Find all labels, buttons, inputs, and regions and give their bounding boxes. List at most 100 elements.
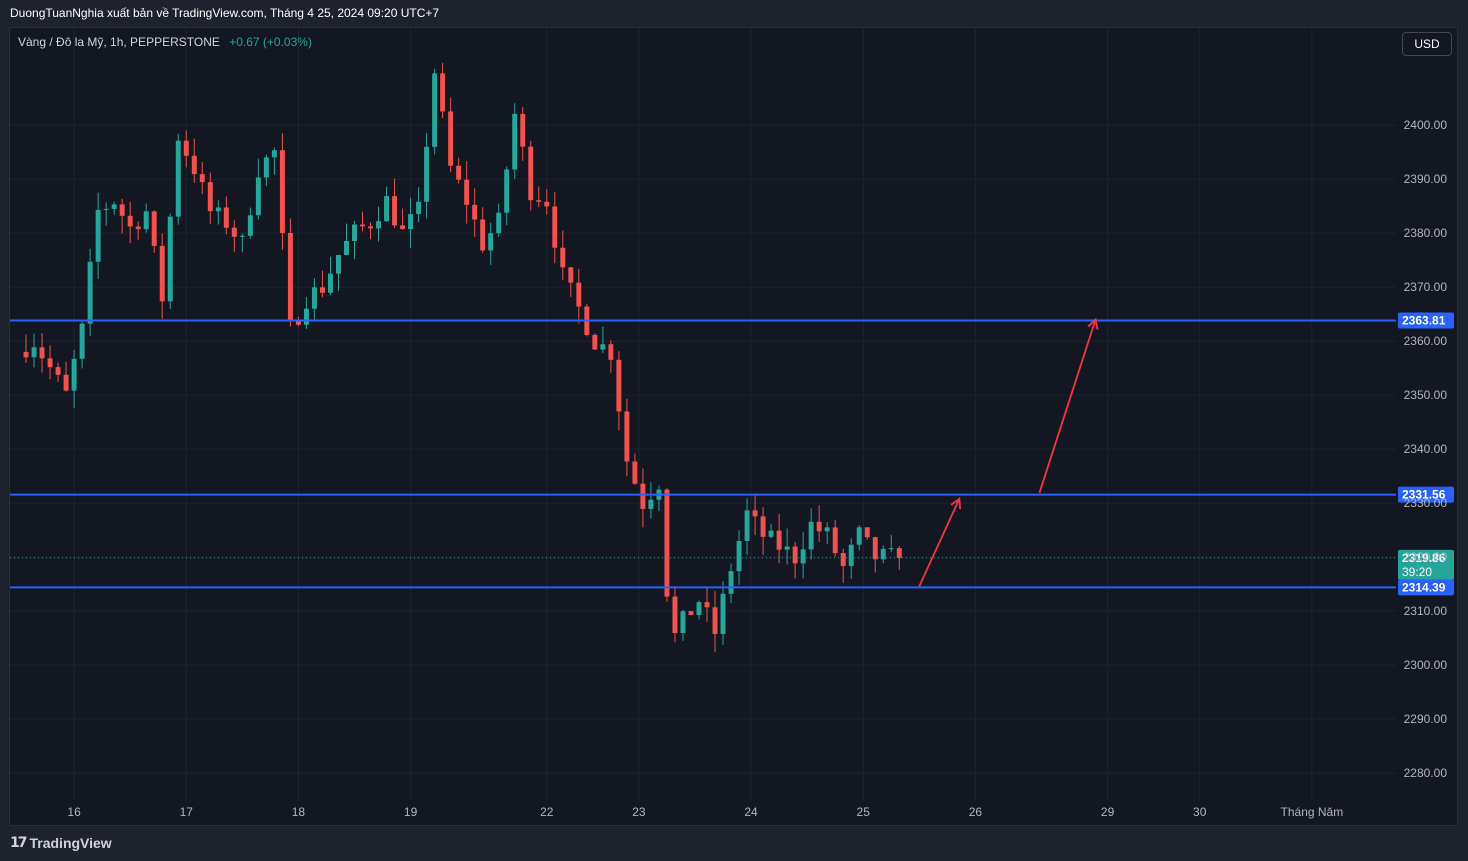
candle-body xyxy=(456,165,462,180)
candle-body xyxy=(704,602,710,608)
y-tick-label: 2300.00 xyxy=(1404,658,1448,672)
candle-body xyxy=(279,150,285,233)
candle-body xyxy=(880,548,886,560)
tradingview-footer[interactable]: 17 TradingView xyxy=(10,835,112,851)
candle-body xyxy=(632,461,638,484)
publisher-caption: DuongTuanNghia xuất bản về TradingView.c… xyxy=(10,6,440,20)
chart-pane[interactable] xyxy=(9,27,1458,826)
level-badge xyxy=(1398,579,1454,596)
candle-body xyxy=(536,200,542,202)
candle-body xyxy=(480,219,486,251)
candle-body xyxy=(520,113,526,147)
level-label: 2363.81 xyxy=(1402,314,1446,328)
bar-countdown: 39:20 xyxy=(1402,565,1432,579)
candle-body xyxy=(159,245,165,302)
candle-body xyxy=(368,226,374,229)
candle-body xyxy=(295,321,301,325)
candle-body xyxy=(608,344,614,360)
candle-body xyxy=(792,546,798,564)
candle-body xyxy=(287,232,293,322)
candle-body xyxy=(231,227,237,237)
candle-body xyxy=(840,553,846,566)
candle-body xyxy=(688,611,694,616)
candle-body xyxy=(624,411,630,462)
candle-body xyxy=(696,602,702,616)
candle-body xyxy=(736,540,742,572)
candle-body xyxy=(400,225,406,230)
candle-body xyxy=(392,196,398,226)
x-tick-label: 19 xyxy=(404,805,418,819)
candle-body xyxy=(352,224,357,241)
candle-body xyxy=(856,527,862,545)
candle-body xyxy=(271,150,277,158)
x-tick-label: 24 xyxy=(744,805,758,819)
y-tick-label: 2320.00 xyxy=(1404,550,1448,564)
candle-body xyxy=(135,226,141,230)
y-tick-label: 2380.00 xyxy=(1404,226,1448,240)
candle-body xyxy=(143,211,149,230)
symbol-label: Vàng / Đô la Mỹ, 1h, PEPPERSTONE xyxy=(18,35,220,49)
x-tick-label: 22 xyxy=(540,805,554,819)
candle-body xyxy=(848,544,854,566)
trend-arrow[interactable] xyxy=(918,497,962,587)
candle-body xyxy=(127,215,133,227)
candle-body xyxy=(752,510,758,517)
level-badge xyxy=(1398,486,1454,503)
candle-body xyxy=(552,206,558,248)
grid-lines xyxy=(10,28,1396,800)
x-tick-label: 16 xyxy=(67,805,81,819)
trend-arrow[interactable] xyxy=(1038,317,1099,494)
currency-button[interactable]: USD xyxy=(1402,32,1452,56)
candle-body xyxy=(223,207,229,228)
candle-body xyxy=(432,73,438,147)
candle-body xyxy=(544,201,550,207)
candle-body xyxy=(384,196,390,222)
candle-body xyxy=(175,140,181,217)
candle-body xyxy=(592,334,598,350)
candle-body xyxy=(440,73,446,112)
candle-body xyxy=(560,247,566,268)
candle-body xyxy=(728,571,734,594)
candle-body xyxy=(63,374,69,391)
candle-body xyxy=(207,182,213,212)
candle-body xyxy=(167,216,173,302)
x-tick-label: 23 xyxy=(632,805,646,819)
y-tick-label: 2390.00 xyxy=(1404,172,1448,186)
candle-body xyxy=(448,111,454,166)
candle-body xyxy=(672,596,678,634)
candle-body xyxy=(79,323,85,359)
last-price-label: 2319.86 xyxy=(1402,551,1446,565)
candle-body xyxy=(528,146,534,201)
candle-body xyxy=(568,267,574,283)
candle-body xyxy=(864,527,870,538)
symbol-legend[interactable]: Vàng / Đô la Mỹ, 1h, PEPPERSTONE +0.67 (… xyxy=(18,35,312,49)
candle-body xyxy=(376,221,382,229)
y-tick-label: 2290.00 xyxy=(1404,712,1448,726)
candle-body xyxy=(600,344,606,350)
y-tick-label: 2280.00 xyxy=(1404,766,1448,780)
level-badge xyxy=(1398,312,1454,329)
candle-body xyxy=(888,548,894,550)
candle-body xyxy=(119,204,125,216)
candle-body xyxy=(55,367,61,375)
candle-body xyxy=(680,611,686,634)
candle-body xyxy=(183,140,189,156)
x-tick-label: 26 xyxy=(969,805,983,819)
price-axis: 2280.00 2290.00 2300.00 2310.00 2320.00 2330.… xyxy=(1404,118,1448,780)
candle-body xyxy=(199,174,205,183)
candle-body xyxy=(71,358,77,391)
candle-body xyxy=(95,209,101,262)
candle-body xyxy=(360,224,365,227)
candle-body xyxy=(800,549,806,564)
candle-body xyxy=(416,201,422,215)
candle-body xyxy=(616,359,622,412)
candle-body xyxy=(808,521,814,550)
candle-body xyxy=(824,527,830,532)
level-label: 2331.56 xyxy=(1402,488,1446,502)
candle-body xyxy=(640,483,646,509)
x-tick-label: 29 xyxy=(1101,805,1115,819)
candle-body xyxy=(760,516,766,537)
candle-body xyxy=(327,273,333,293)
candle-body xyxy=(720,593,726,635)
